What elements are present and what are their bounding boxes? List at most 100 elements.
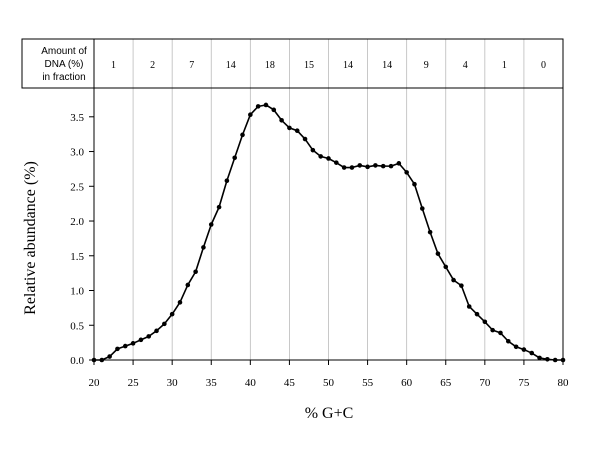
x-tick-label-50: 50: [323, 377, 335, 389]
data-point-32: [185, 282, 191, 288]
x-tick-label-45: 45: [284, 377, 296, 389]
x-tick-label-75: 75: [518, 377, 530, 389]
data-point-61: [412, 181, 417, 187]
data-point-53: [349, 165, 355, 170]
fraction-value-0: 1: [111, 60, 116, 71]
fraction-table: Amount of DNA (%) in fraction 1 2 7 14 18 15 1…: [41, 46, 546, 83]
data-point-78: [545, 357, 550, 362]
data-point-49: [318, 154, 323, 159]
data-point-64: [435, 251, 441, 256]
fraction-table-header-line-3: in fraction: [42, 72, 85, 83]
y-tick-label-3: 3.0: [70, 147, 84, 159]
data-point-77: [537, 355, 542, 361]
data-point-44: [279, 117, 284, 123]
data-point-58: [388, 163, 394, 169]
x-tick-label-80: 80: [558, 377, 570, 389]
data-point-46: [294, 128, 300, 133]
fraction-table-header-line-1: Amount of: [41, 46, 87, 57]
data-point-51: [334, 160, 339, 165]
data-point-48: [310, 147, 316, 153]
fraction-table-header-line-2: DNA (%): [45, 59, 84, 70]
x-tick-label-55: 55: [362, 377, 374, 389]
data-point-60: [404, 170, 409, 175]
x-tick-label-30: 30: [167, 377, 179, 389]
fraction-value-2: 7: [189, 60, 194, 71]
x-tick-label-35: 35: [206, 377, 218, 389]
x-tick-label-25: 25: [128, 377, 140, 389]
y-tick-label-0: 0.0: [70, 355, 84, 367]
x-tick-label-20: 20: [89, 377, 101, 389]
grid-layer: [132, 39, 525, 360]
y-tick-label-2: 2.0: [70, 216, 84, 228]
data-point-66: [451, 277, 456, 283]
data-point-45: [287, 125, 292, 131]
y-tick-label-1.5: 1.5: [70, 251, 84, 263]
y-tick-label-3.5: 3.5: [70, 112, 84, 124]
data-point-43: [271, 107, 277, 113]
data-point-30: [169, 311, 175, 317]
fraction-value-10: 1: [502, 60, 507, 71]
data-point-68: [466, 304, 472, 309]
data-point-70: [482, 319, 488, 325]
data-point-72: [498, 330, 503, 336]
data-point-65: [443, 264, 449, 270]
data-point-38: [232, 155, 237, 161]
y-tick-label-1: 1.0: [70, 286, 84, 298]
fraction-table-frame: [21, 38, 564, 89]
fraction-value-9: 4: [463, 60, 468, 71]
y-tick-label-0.5: 0.5: [70, 320, 84, 332]
data-point-73: [505, 338, 511, 344]
data-point-57: [380, 163, 386, 169]
data-point-31: [177, 300, 183, 305]
data-point-40: [248, 112, 253, 118]
data-point-76: [529, 350, 535, 356]
fraction-value-7: 14: [382, 60, 392, 71]
fraction-value-4: 18: [265, 60, 275, 71]
data-point-63: [427, 229, 433, 235]
data-point-27: [146, 334, 152, 339]
data-point-54: [357, 163, 363, 168]
axes: 20 25 30 35 40 45 50 55 60 65 70 75 800.00.51.01.52.…: [21, 38, 570, 389]
series-layer: [91, 102, 566, 363]
fraction-value-5: 15: [304, 60, 314, 71]
data-point-52: [341, 165, 347, 170]
data-point-23: [115, 346, 120, 352]
data-point-22: [107, 354, 112, 359]
data-point-37: [224, 178, 230, 184]
fraction-value-11: 0: [541, 60, 546, 71]
data-point-39: [240, 132, 245, 138]
fraction-value-8: 9: [424, 60, 429, 71]
data-point-74: [513, 344, 519, 350]
data-point-71: [490, 327, 495, 333]
data-point-26: [138, 337, 144, 343]
data-point-41: [255, 104, 261, 109]
data-point-50: [326, 156, 331, 161]
data-point-75: [521, 347, 527, 352]
data-point-21: [99, 357, 105, 363]
fraction-value-6: 14: [343, 60, 353, 71]
fraction-value-3: 14: [226, 60, 236, 71]
data-point-79: [552, 357, 558, 363]
data-point-42: [263, 102, 269, 108]
data-point-28: [154, 328, 159, 334]
data-point-69: [474, 311, 480, 317]
x-tick-label-65: 65: [440, 377, 452, 389]
data-point-20: [91, 357, 97, 363]
data-point-29: [162, 321, 167, 327]
data-point-67: [459, 283, 464, 288]
data-point-25: [130, 341, 136, 346]
data-point-35: [208, 222, 214, 227]
x-tick-label-70: 70: [479, 377, 491, 389]
data-point-24: [122, 343, 128, 349]
y-tick-label-2.5: 2.5: [70, 181, 84, 193]
x-tick-label-60: 60: [401, 377, 413, 389]
data-point-62: [420, 206, 425, 211]
data-point-34: [201, 245, 206, 250]
fraction-value-1: 2: [150, 60, 155, 71]
data-point-33: [193, 269, 198, 275]
x-tick-label-40: 40: [245, 377, 257, 389]
data-point-59: [396, 161, 402, 166]
x-axis-label: % G+C: [305, 405, 354, 422]
data-point-80: [560, 357, 566, 363]
